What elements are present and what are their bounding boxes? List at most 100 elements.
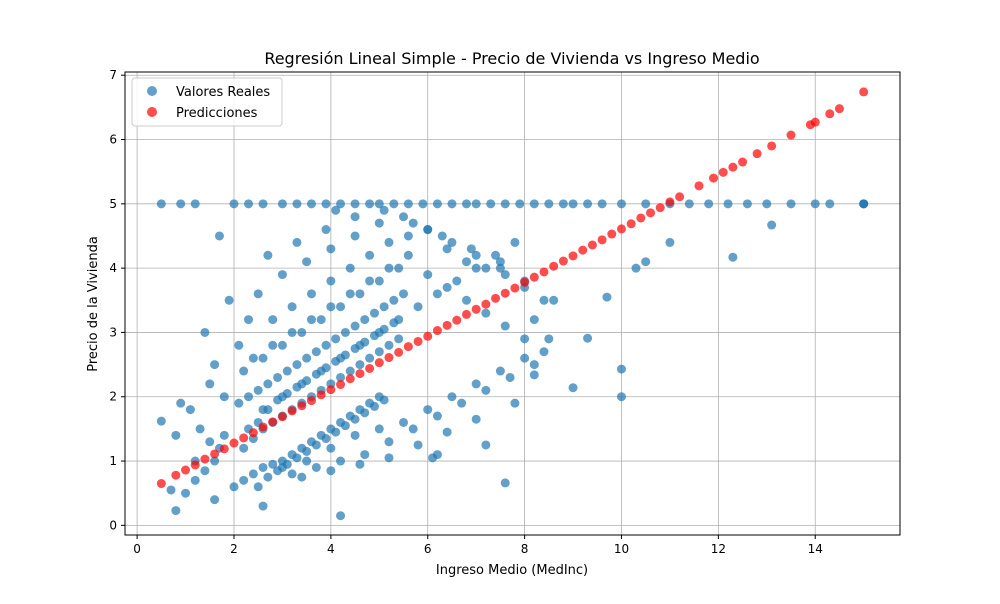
actual-value-point [321,340,331,350]
actual-value-point [210,456,220,466]
actual-value-point [515,199,525,209]
actual-value-point [558,199,568,209]
plot-frame [124,71,901,536]
actual-value-point [413,440,423,450]
series-predicciones [156,87,869,489]
actual-value-point [641,199,651,209]
actual-value-point [481,385,491,395]
data-points [156,87,869,521]
actual-value-point [423,405,433,415]
prediction-point [374,358,384,368]
actual-value-point [471,414,481,424]
actual-value-point [583,199,593,209]
actual-value-point [369,401,379,411]
actual-value-point [394,263,404,273]
prediction-point [728,162,738,172]
actual-value-point [336,353,346,363]
actual-value-point [176,398,186,408]
y-tick-label: 6 [109,133,117,147]
actual-value-point [166,485,176,495]
actual-value-point [181,488,191,498]
actual-value-point [326,302,336,312]
actual-value-point [355,360,365,370]
actual-value-point [374,276,384,286]
y-tick-label: 3 [109,325,117,339]
actual-value-point [306,199,316,209]
actual-value-point [403,250,413,260]
actual-value-point [190,199,200,209]
actual-value-point [350,212,360,222]
actual-value-point [224,295,234,305]
actual-value-point [389,295,399,305]
actual-value-point [529,199,539,209]
actual-value-point [282,366,292,376]
actual-value-point [345,289,355,299]
actual-value-point [616,364,626,374]
actual-value-point [263,250,273,260]
prediction-point [709,173,719,183]
actual-value-point [244,392,254,402]
actual-value-point [471,199,481,209]
actual-value-point [355,459,365,469]
actual-value-point [379,302,389,312]
actual-value-point [365,250,375,260]
actual-value-point [399,212,409,222]
actual-value-point [258,462,268,472]
actual-value-point [200,327,210,337]
actual-value-point [268,340,278,350]
legend-label-valores-reales: Valores Reales [176,85,270,100]
actual-value-point [277,392,287,402]
actual-value-point [219,430,229,440]
actual-value-point [723,199,733,209]
legend-label-predicciones: Predicciones [176,106,258,121]
chart-title: Regresión Lineal Simple - Precio de Vivi… [264,49,759,68]
prediction-point [859,87,869,97]
prediction-point [442,320,452,330]
prediction-point [520,277,530,287]
actual-value-point [568,199,578,209]
prediction-point [326,385,336,395]
actual-value-point [432,450,442,460]
actual-value-point [602,292,612,302]
actual-value-point [205,437,215,447]
actual-value-point [326,443,336,453]
actual-value-point [529,360,539,370]
actual-value-point [355,340,365,350]
prediction-point [500,288,510,298]
actual-value-point [384,237,394,247]
actual-value-point [210,495,220,505]
actual-value-point [481,308,491,318]
actual-value-point [495,366,505,376]
actual-value-point [500,270,510,280]
actual-value-point [248,353,258,363]
actual-value-point [287,469,297,479]
prediction-point [423,331,433,341]
actual-value-point [360,408,370,418]
actual-value-point [258,199,268,209]
actual-value-point [539,295,549,305]
actual-value-point [292,237,302,247]
actual-value-point [263,379,273,389]
actual-value-point [345,366,355,376]
prediction-point [786,130,796,140]
prediction-point [558,256,568,266]
actual-value-point [306,289,316,299]
prediction-point [834,104,844,114]
prediction-point [767,141,777,151]
actual-value-point [350,414,360,424]
actual-value-point [505,372,515,382]
actual-value-point [244,315,254,325]
actual-value-point [399,289,409,299]
actual-value-point [277,462,287,472]
actual-value-point [442,282,452,292]
actual-value-point [413,302,423,312]
actual-value-point [200,466,210,476]
actual-value-point [394,315,404,325]
prediction-point [694,181,704,191]
actual-value-point [665,237,675,247]
actual-value-point [360,315,370,325]
prediction-point [718,167,728,177]
actual-value-point [486,199,496,209]
actual-value-point [336,511,346,521]
prediction-point [384,353,394,363]
